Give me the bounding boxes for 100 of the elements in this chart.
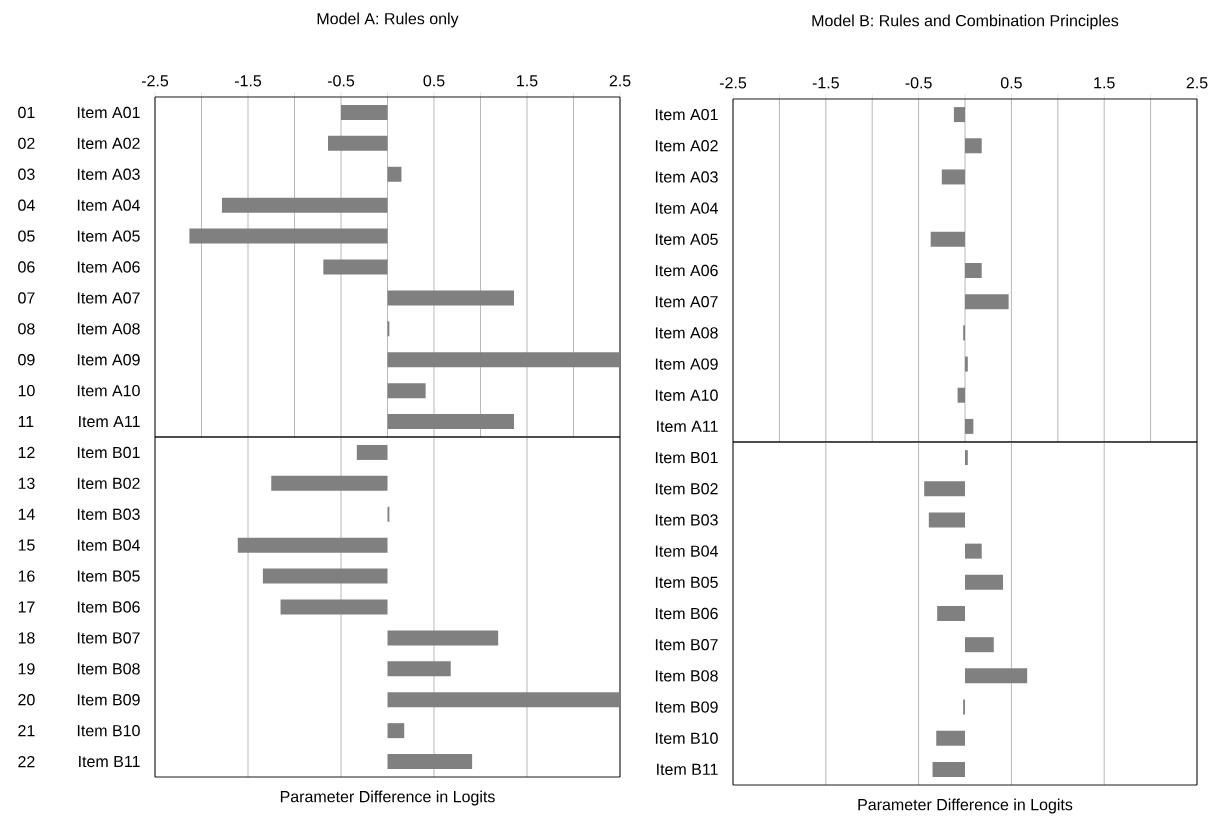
text: 11 (18, 416, 34, 428)
bar (387, 723, 405, 739)
y-tick-label: Item A01 (77, 106, 140, 119)
bar (280, 599, 388, 615)
y-tick-label: Item B08 (77, 663, 140, 675)
bar (928, 512, 966, 528)
y-tick-label: Item B08 (655, 670, 718, 682)
bar (387, 754, 473, 770)
text: 21 (18, 725, 35, 737)
y-tick-label: Item B01 (655, 451, 718, 464)
x-tick-label: 0.5 (423, 75, 445, 87)
x-tick-label: -2.5 (141, 75, 169, 87)
bar (387, 661, 451, 677)
chart-title: Model B: Rules and Combination Principles (812, 14, 1119, 30)
x-axis-title: Parameter Difference in Logits (858, 798, 1073, 814)
bar (387, 383, 426, 399)
chart-title: Model A: Rules only (317, 12, 459, 28)
bar (387, 692, 620, 708)
text: 02 (18, 137, 35, 150)
bar (189, 228, 388, 244)
y-tick-label: Item A11 (79, 415, 140, 428)
y-tick-label: Item A01 (655, 108, 718, 121)
bar (965, 543, 982, 559)
y-tick-label: Item A07 (77, 292, 140, 304)
y-tick-label: Item A03 (655, 171, 718, 183)
x-tick-label: -0.5 (327, 75, 355, 87)
y-tick-label: Item A03 (77, 168, 140, 180)
y-tick-label: Item A04 (655, 202, 718, 214)
text: 12 (18, 446, 35, 459)
bar (327, 135, 388, 151)
y-tick-label: Item B06 (655, 607, 718, 620)
y-tick-label: Item A02 (77, 137, 140, 150)
bar (387, 352, 620, 368)
bar (323, 259, 388, 275)
bar (965, 138, 982, 154)
y-tick-label: Item B11 (79, 755, 140, 768)
text: 05 (18, 230, 35, 242)
y-tick-label: Item A09 (77, 354, 140, 366)
bar (271, 475, 388, 491)
bar (237, 537, 388, 553)
text: 09 (18, 354, 35, 366)
y-tick-label: Item A08 (655, 327, 718, 339)
text: 04 (18, 199, 35, 211)
y-tick-label: Item A09 (655, 358, 718, 370)
text: 13 (18, 477, 35, 490)
y-tick-label: Item B10 (77, 724, 140, 737)
x-tick-label: 0.5 (1000, 77, 1022, 89)
text: 15 (18, 539, 35, 551)
text: 16 (18, 570, 35, 582)
bar (387, 414, 514, 430)
y-tick-label: Item A05 (655, 233, 718, 245)
text: 08 (18, 323, 35, 335)
y-tick-label: Item B10 (655, 732, 718, 744)
text: 22 (18, 755, 35, 768)
text: 07 (18, 292, 35, 304)
bar (965, 356, 968, 372)
bar (965, 637, 994, 653)
y-tick-label: Item A08 (77, 323, 140, 335)
bar (356, 444, 388, 460)
bar (924, 481, 966, 497)
bar (930, 231, 966, 247)
text: 19 (18, 663, 35, 675)
bar (953, 107, 966, 123)
y-tick-label: Item B09 (77, 694, 140, 706)
x-tick-label: 1.5 (1094, 77, 1115, 89)
bar (932, 761, 966, 777)
y-tick-label: Item B03 (655, 514, 718, 526)
y-tick-label: Item A06 (77, 261, 140, 273)
y-tick-label: Item B04 (655, 545, 718, 557)
y-tick-label: Item B04 (77, 539, 140, 551)
y-tick-label: Item A07 (655, 296, 718, 308)
y-tick-label: Item A10 (655, 389, 718, 401)
text: 10 (18, 384, 35, 397)
text: 06 (18, 261, 35, 273)
y-tick-label: Item B03 (77, 508, 140, 520)
bar (957, 387, 966, 403)
y-tick-label: Item B07 (77, 632, 140, 644)
x-tick-label: -1.5 (234, 75, 262, 87)
y-tick-label: Item B01 (77, 446, 140, 459)
text: 01 (18, 106, 35, 119)
bar (941, 169, 966, 185)
bar (937, 606, 966, 621)
bar (965, 263, 982, 278)
y-tick-label: Item A02 (655, 140, 718, 152)
y-tick-label: Item B06 (77, 601, 140, 613)
y-tick-label: Item B11 (657, 763, 718, 775)
bar (965, 418, 974, 434)
y-tick-label: Item A04 (77, 199, 140, 211)
text: 14 (18, 508, 35, 520)
y-tick-label: Item A05 (77, 230, 140, 242)
y-tick-label: Item B05 (77, 570, 140, 582)
x-tick-label: 1.5 (517, 75, 538, 87)
bar (341, 104, 388, 120)
x-tick-label: 2.5 (609, 75, 631, 87)
bar (965, 574, 1004, 590)
bar (965, 450, 968, 466)
x-tick-label: -2.5 (719, 77, 747, 89)
y-tick-label: Item B09 (655, 701, 718, 713)
bar (936, 730, 966, 746)
x-axis-title: Parameter Difference in Logits (280, 790, 495, 806)
